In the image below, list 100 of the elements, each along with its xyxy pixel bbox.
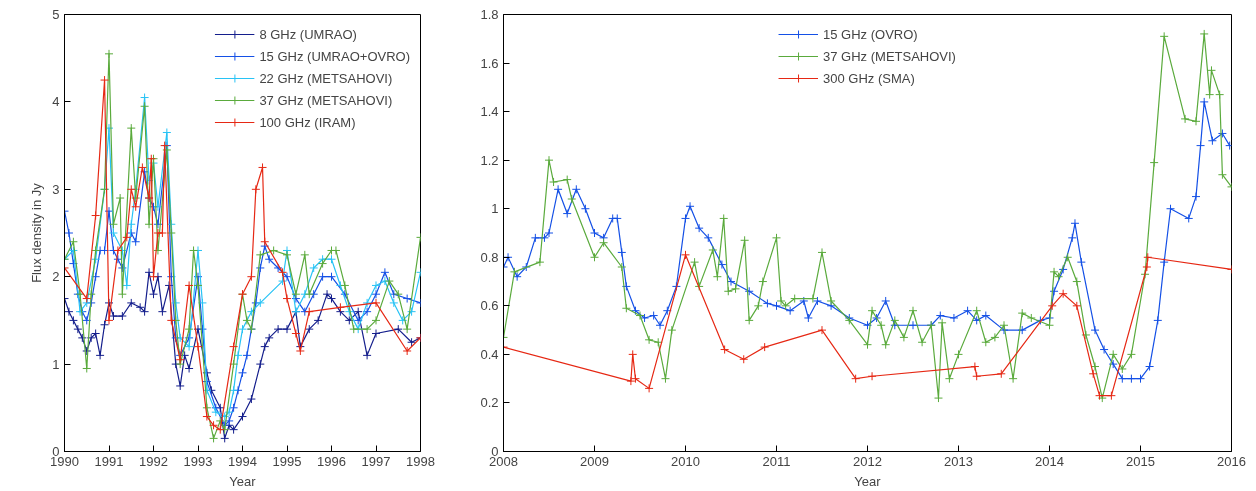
point	[242, 350, 252, 360]
point	[251, 184, 261, 194]
point	[318, 272, 328, 282]
point	[242, 315, 252, 325]
legend-label: 22 GHz (METSAHOVI)	[259, 70, 393, 86]
point	[140, 307, 150, 317]
point	[215, 416, 225, 426]
point	[817, 325, 827, 335]
point	[140, 93, 150, 103]
point	[126, 184, 136, 194]
point	[760, 342, 770, 352]
point	[202, 385, 212, 395]
point	[91, 211, 101, 221]
point	[273, 324, 283, 334]
point	[1047, 301, 1057, 311]
point	[867, 371, 877, 381]
point	[402, 324, 412, 334]
x-tick-label: 1996	[317, 453, 346, 469]
point	[972, 371, 982, 381]
x-tick-label: 2012	[853, 453, 882, 469]
point	[630, 374, 640, 384]
point	[233, 350, 243, 360]
point	[371, 289, 381, 299]
point	[104, 315, 114, 325]
point	[108, 228, 118, 238]
point	[371, 298, 381, 308]
point	[1058, 289, 1068, 299]
point	[68, 315, 78, 325]
point	[131, 202, 141, 212]
point	[282, 250, 292, 260]
point	[68, 237, 78, 247]
point	[402, 294, 412, 304]
point	[309, 263, 319, 273]
point	[349, 324, 359, 334]
y-tick-label: 0.8	[480, 249, 499, 265]
legend-label: 15 GHz (OVRO)	[823, 26, 918, 42]
point	[202, 403, 212, 413]
point	[331, 245, 341, 255]
y-axis-title: Flux density in Jy	[29, 182, 45, 283]
legend-label: 37 GHz (METSAHOVI)	[259, 92, 393, 108]
point	[229, 359, 239, 369]
point	[362, 298, 372, 308]
point	[851, 374, 861, 384]
x-tick-label: 1994	[228, 453, 257, 469]
point	[197, 298, 207, 308]
point	[137, 162, 147, 172]
point	[184, 280, 194, 290]
point	[209, 433, 219, 443]
x-tick-label: 2009	[580, 453, 609, 469]
point	[184, 363, 194, 373]
x-tick-label: 1992	[139, 453, 168, 469]
point	[184, 333, 194, 343]
point	[255, 359, 265, 369]
point	[131, 237, 141, 247]
point	[117, 311, 127, 321]
point	[184, 324, 194, 334]
point	[393, 324, 403, 334]
point	[153, 219, 163, 229]
point	[304, 324, 314, 334]
point	[149, 289, 158, 299]
point	[64, 228, 74, 238]
point	[371, 280, 381, 290]
point	[193, 342, 203, 352]
point	[211, 407, 221, 417]
point	[327, 254, 336, 264]
point	[322, 289, 332, 299]
point	[229, 425, 239, 435]
point	[108, 219, 118, 229]
point	[157, 307, 167, 317]
point	[260, 237, 270, 247]
point	[1088, 369, 1098, 379]
point	[313, 315, 323, 325]
point	[126, 298, 136, 308]
point	[82, 363, 92, 373]
x-tick-label: 1991	[94, 453, 124, 469]
point	[122, 280, 132, 290]
point	[220, 433, 230, 443]
point	[166, 315, 176, 325]
point	[628, 349, 638, 359]
point	[720, 345, 730, 355]
point	[166, 228, 176, 238]
point	[117, 289, 127, 299]
point	[380, 267, 390, 277]
point	[362, 350, 372, 360]
point	[197, 324, 207, 334]
point	[1143, 252, 1153, 262]
point	[970, 362, 980, 372]
point	[153, 202, 163, 212]
point	[402, 346, 412, 356]
y-tick-label: 3	[52, 181, 60, 197]
point	[229, 342, 239, 352]
point	[126, 123, 136, 133]
point	[282, 294, 292, 304]
legend-label: 100 GHz (IRAM)	[259, 114, 356, 130]
point	[82, 294, 92, 304]
point	[389, 298, 399, 308]
x-tick-label: 2013	[944, 453, 973, 469]
point	[681, 250, 690, 260]
point	[100, 320, 110, 330]
x-tick-label: 1997	[361, 453, 391, 469]
